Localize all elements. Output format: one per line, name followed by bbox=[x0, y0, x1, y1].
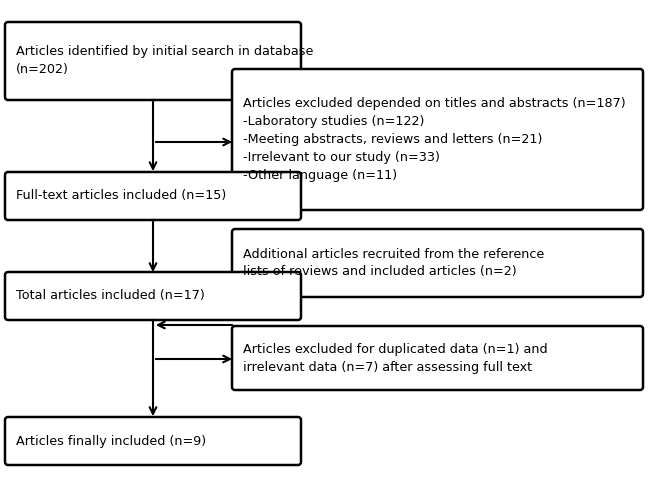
FancyBboxPatch shape bbox=[232, 326, 643, 390]
Text: Articles excluded depended on titles and abstracts (n=187)
-Laboratory studies (: Articles excluded depended on titles and… bbox=[243, 97, 625, 182]
FancyBboxPatch shape bbox=[5, 417, 301, 465]
Text: Articles identified by initial search in database
(n=202): Articles identified by initial search in… bbox=[16, 45, 313, 76]
Text: Total articles included (n=17): Total articles included (n=17) bbox=[16, 289, 205, 302]
Text: Additional articles recruited from the reference
lists of reviews and included a: Additional articles recruited from the r… bbox=[243, 247, 544, 279]
Text: Articles finally included (n=9): Articles finally included (n=9) bbox=[16, 434, 206, 448]
FancyBboxPatch shape bbox=[5, 22, 301, 100]
Text: Articles excluded for duplicated data (n=1) and
irrelevant data (n=7) after asse: Articles excluded for duplicated data (n… bbox=[243, 342, 547, 374]
FancyBboxPatch shape bbox=[232, 229, 643, 297]
FancyBboxPatch shape bbox=[5, 272, 301, 320]
Text: Full-text articles included (n=15): Full-text articles included (n=15) bbox=[16, 189, 226, 203]
FancyBboxPatch shape bbox=[232, 69, 643, 210]
FancyBboxPatch shape bbox=[5, 172, 301, 220]
